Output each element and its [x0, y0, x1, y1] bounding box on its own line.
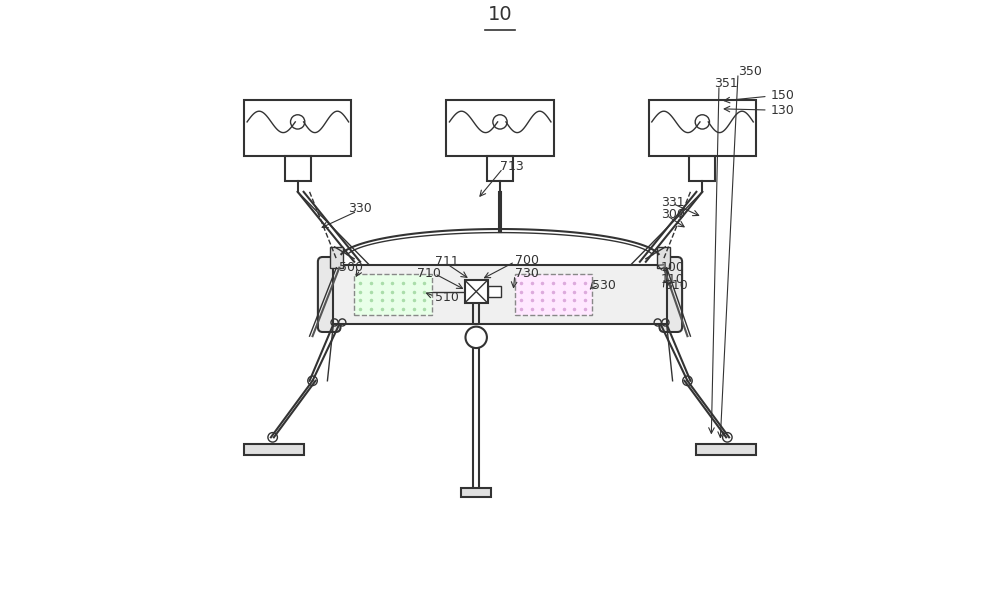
Text: 713: 713 [500, 160, 524, 173]
Bar [244, 444, 304, 455]
Bar [285, 156, 311, 181]
Text: 10: 10 [488, 5, 512, 24]
Bar [649, 100, 756, 156]
Text: 100: 100 [661, 261, 685, 274]
Text: 350: 350 [738, 65, 762, 78]
Bar [330, 247, 343, 268]
Text: 331: 331 [661, 196, 684, 209]
Bar [696, 444, 756, 455]
Bar [333, 265, 667, 324]
Text: 330: 330 [348, 202, 372, 215]
Text: 530: 530 [592, 279, 616, 292]
Text: 710: 710 [417, 267, 441, 280]
Bar [465, 280, 488, 303]
Text: 510: 510 [435, 291, 458, 304]
Bar [488, 286, 501, 297]
Text: 711: 711 [435, 255, 458, 269]
Text: 730: 730 [515, 267, 539, 280]
Text: 500: 500 [339, 261, 363, 274]
Text: 310: 310 [664, 279, 687, 292]
Bar [515, 274, 592, 315]
Bar [354, 274, 432, 315]
Bar [657, 247, 670, 268]
FancyBboxPatch shape [659, 257, 682, 332]
Bar [689, 156, 715, 181]
Text: 351: 351 [714, 77, 738, 90]
Text: 130: 130 [771, 103, 795, 117]
Bar [487, 156, 513, 181]
Text: 110: 110 [661, 273, 684, 286]
Text: 700: 700 [515, 254, 539, 267]
FancyBboxPatch shape [318, 257, 341, 332]
Text: 300: 300 [661, 208, 685, 221]
Bar [244, 100, 351, 156]
Text: 150: 150 [771, 89, 795, 102]
Bar [461, 488, 491, 497]
Bar [446, 100, 554, 156]
